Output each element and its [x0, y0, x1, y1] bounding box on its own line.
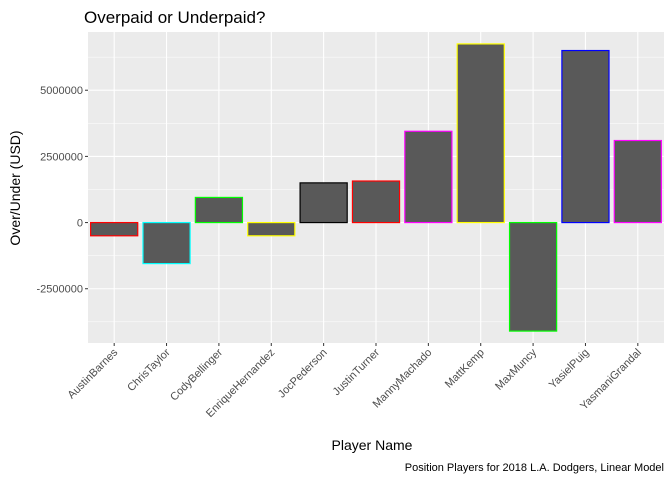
x-tick-label: JocPederson	[276, 347, 330, 401]
y-axis-title: Over/Under (USD)	[7, 130, 23, 245]
chart-caption: Position Players for 2018 L.A. Dodgers, …	[405, 462, 664, 474]
x-axis: AustinBarnes ChrisTaylorCodyBellingerEnri…	[66, 343, 644, 420]
y-tick-label: 2500000	[40, 151, 83, 163]
bar-enriquehernandez	[247, 221, 296, 237]
bar-christaylor	[142, 221, 191, 265]
bar-mannymachado	[404, 130, 453, 224]
bars	[90, 43, 662, 332]
bar-jocpederson	[299, 182, 348, 224]
bar-maxmuncy	[508, 221, 558, 332]
x-tick-label: MaxMuncy	[493, 346, 539, 392]
bar-yasmanigrandal	[613, 139, 662, 224]
bar-justinturner	[351, 180, 401, 224]
bar-codybellinger	[194, 196, 244, 224]
chart-title: Overpaid or Underpaid?	[84, 8, 265, 27]
x-tick-label: YasielPuig	[547, 347, 592, 392]
y-axis: -2500000 0 2500000 5000000	[37, 85, 88, 296]
x-tick-label: ChrisTaylor	[125, 346, 173, 394]
y-tick-label: 5000000	[40, 85, 83, 97]
x-axis-title: Player Name	[332, 437, 413, 453]
x-tick-label: CodyBellinger	[168, 346, 225, 403]
y-tick-label: -2500000	[37, 284, 84, 296]
bar-austinbarnes	[90, 221, 139, 237]
x-tick-label: MattKemp	[443, 347, 487, 391]
x-tick-label: JustinTurner	[331, 346, 383, 398]
bar-mattkemp	[456, 43, 505, 224]
bar-yasielpuig	[561, 49, 610, 224]
y-tick-label: 0	[77, 218, 83, 230]
x-tick-label: AustinBarnes	[66, 346, 121, 401]
